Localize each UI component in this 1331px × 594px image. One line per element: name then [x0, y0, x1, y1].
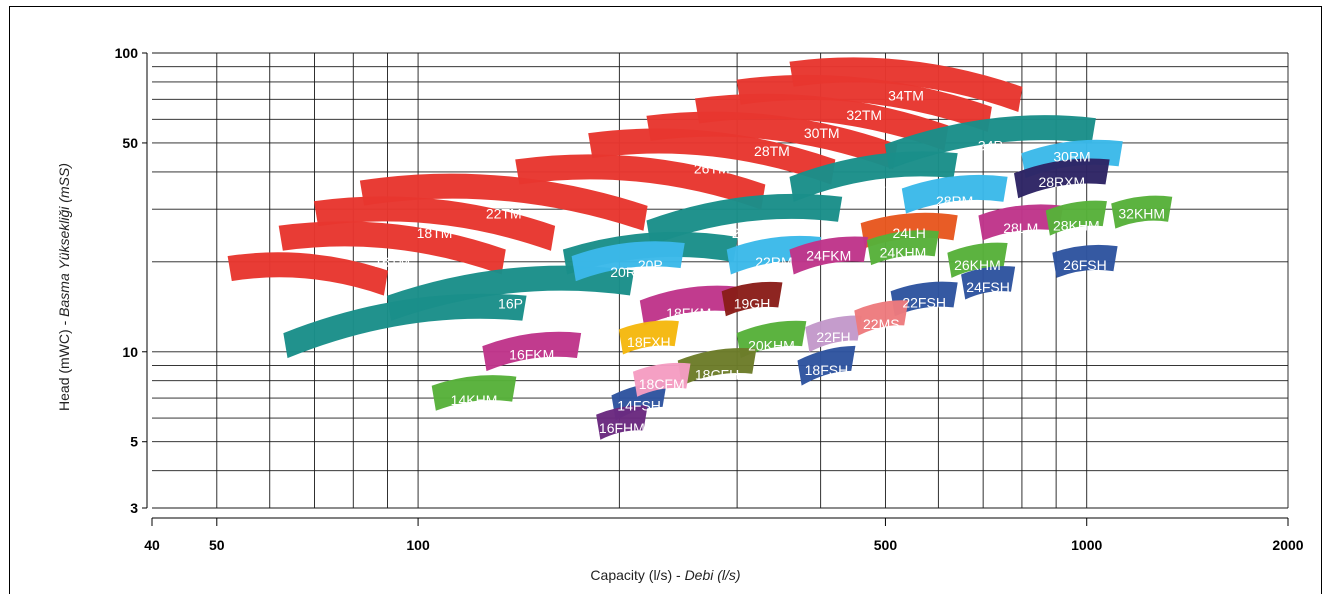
band-26P	[646, 193, 843, 246]
band-32KHM	[1111, 195, 1173, 229]
band-14P	[283, 293, 527, 359]
band-22TM	[359, 173, 648, 231]
y-tick-label: 100	[115, 45, 139, 61]
band-34TM	[789, 57, 1023, 112]
band-label-28TM: 28TM	[754, 143, 790, 159]
band-label-14KHM: 14KHM	[451, 392, 498, 408]
x-axis-label-tr: Debi (l/s)	[684, 567, 741, 583]
band-label-22FH: 22FH	[816, 329, 850, 345]
band-16FKM	[482, 331, 582, 372]
band-label-26P: 26P	[732, 225, 757, 241]
x-tick-label: 1000	[1071, 537, 1102, 553]
band-label-28KHM: 28KHM	[1053, 217, 1100, 233]
band-label-30P: 30P	[861, 181, 886, 197]
band-24KHM	[866, 230, 939, 266]
axis-layer: 3 5 10 50 100 40 50 100 500 1000 2000	[115, 45, 1304, 553]
band-label-30RM: 30RM	[1053, 149, 1090, 165]
band-label-18TM: 18TM	[417, 225, 453, 241]
band-label-14FSH: 14FSH	[617, 398, 661, 414]
band-label-20P: 20P	[638, 257, 663, 273]
frame-top-line	[9, 6, 1322, 7]
band-16P	[386, 265, 635, 321]
band-30P	[789, 151, 958, 202]
band-label-19GH: 19GH	[734, 296, 771, 312]
band-14TM	[227, 252, 389, 296]
band-20RH	[571, 241, 685, 282]
band-label-16FKM: 16FKM	[509, 346, 554, 362]
band-label-28RXM: 28RXM	[1038, 174, 1085, 190]
band-label-24FSH: 24FSH	[966, 279, 1010, 295]
band-label-18CFH: 18CFH	[695, 366, 739, 382]
band-label-16P: 16P	[498, 296, 523, 312]
x-tick-label: 100	[406, 537, 430, 553]
band-label-24LH: 24LH	[892, 225, 925, 241]
band-label-14TM: 14TM	[290, 283, 326, 299]
band-28RXM	[1014, 158, 1110, 199]
x-tick-label: 500	[874, 537, 898, 553]
x-tick-label: 50	[209, 537, 225, 553]
band-28KHM	[1045, 200, 1107, 236]
band-label-24TM: 24TM	[622, 181, 658, 197]
band-24FSH	[961, 266, 1016, 300]
band-22FH	[805, 315, 862, 353]
band-label-24FKM: 24FKM	[806, 248, 851, 264]
band-18CFM	[632, 362, 691, 397]
band-label-30TM: 30TM	[804, 125, 840, 141]
band-label-18FXH: 18FXH	[627, 334, 671, 350]
y-tick-label: 5	[130, 434, 138, 450]
y-axis-label-tr: Basma Yüksekliği (mSS)	[56, 163, 72, 317]
band-label-22TM: 22TM	[486, 206, 522, 222]
band-18FXH	[618, 320, 679, 355]
band-19GH	[721, 281, 783, 317]
band-22FSH	[890, 281, 958, 317]
band-label-18CFM: 18CFM	[639, 376, 685, 392]
band-layer	[227, 57, 1173, 440]
band-label-28LM: 28LM	[1003, 220, 1038, 236]
band-label-26FSH: 26FSH	[1063, 257, 1107, 273]
band-26FSH	[1052, 244, 1118, 278]
band-label-32KHM: 32KHM	[1118, 206, 1165, 222]
y-axis-label-sep: -	[56, 316, 72, 330]
band-label-26KHM: 26KHM	[954, 257, 1001, 273]
x-axis-label-en: Capacity (l/s)	[590, 567, 673, 583]
band-label-26TM: 26TM	[694, 161, 730, 177]
band-label-22FSH: 22FSH	[902, 295, 946, 311]
band-label-34P: 34P	[978, 138, 1003, 154]
band-18FSH	[797, 345, 856, 386]
band-16FHM	[596, 405, 648, 440]
x-tick-label: 40	[144, 537, 160, 553]
band-label-14P: 14P	[392, 331, 417, 347]
band-28RM	[901, 174, 1008, 214]
band-label-28RM: 28RM	[936, 193, 973, 209]
band-label-22MS: 22MS	[863, 316, 900, 332]
x-axis-label-sep: -	[672, 567, 685, 583]
y-tick-label: 50	[122, 135, 138, 151]
band-label-18FKM: 18FKM	[666, 305, 711, 321]
y-tick-label: 10	[122, 344, 138, 360]
band-label-32TM: 32TM	[846, 107, 882, 123]
band-label-16TM: 16TM	[374, 254, 410, 270]
y-axis-label-en: Head (mWC)	[56, 329, 72, 411]
frame-left-line	[9, 6, 10, 594]
band-label-20RH: 20RH	[610, 264, 646, 280]
label-layer: 14TM 16TM 18TM 22TM 24TM 26TM 28TM 30TM 32TM 34TM…	[290, 88, 1165, 437]
band-22MS	[854, 300, 909, 336]
frame-right-line	[1321, 6, 1322, 594]
x-axis-label: Capacity (l/s) - Debi (l/s)	[0, 567, 1331, 583]
x-tick-label: 2000	[1272, 537, 1303, 553]
band-label-22RM: 22RM	[755, 254, 792, 270]
band-label-34TM: 34TM	[888, 88, 924, 104]
band-label-20KHM: 20KHM	[748, 337, 795, 353]
band-label-18FSH: 18FSH	[805, 362, 849, 378]
band-label-16FHM: 16FHM	[599, 420, 645, 436]
band-24FKM	[789, 236, 869, 275]
band-label-24KHM: 24KHM	[880, 244, 927, 260]
band-14KHM	[431, 375, 517, 411]
y-tick-label: 3	[130, 500, 138, 516]
band-18CFH	[677, 348, 757, 386]
